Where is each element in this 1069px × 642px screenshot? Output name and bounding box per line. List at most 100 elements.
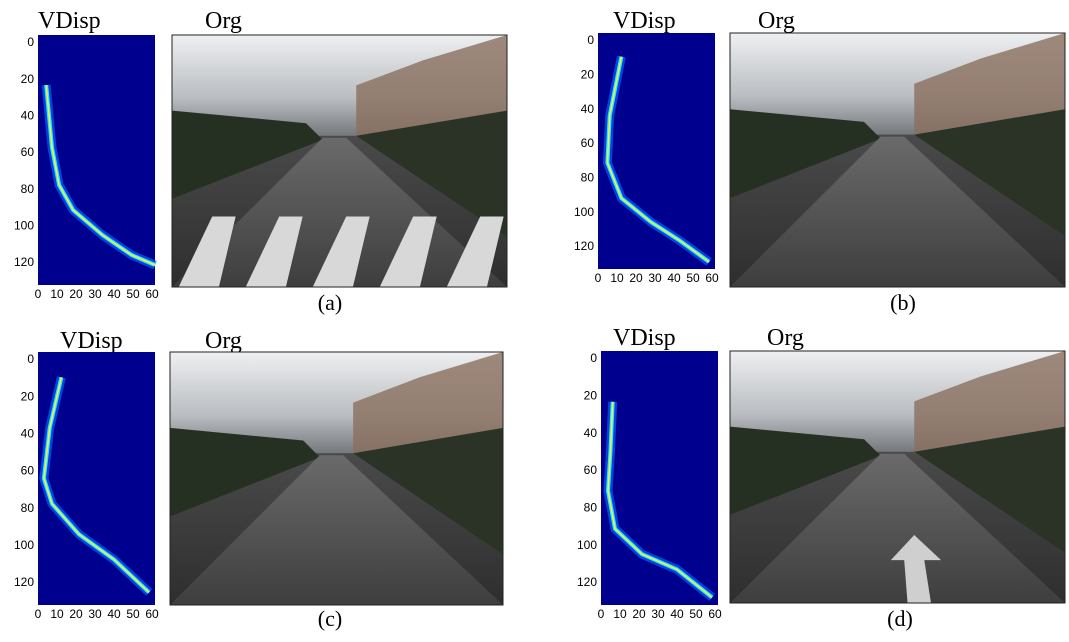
vdisparity-map [601, 351, 718, 605]
x-tick-label: 40 [107, 607, 121, 621]
x-tick-label: 30 [88, 287, 102, 301]
vegetation-left [172, 110, 323, 199]
x-tick-label: 10 [613, 607, 627, 621]
x-tick-label: 20 [629, 271, 643, 285]
y-tick-label: 100 [14, 219, 34, 233]
x-tick-label: 30 [651, 607, 665, 621]
vdisp-title: VDisp [613, 8, 676, 34]
y-tick-label: 80 [21, 182, 35, 196]
y-tick-label: 80 [21, 501, 35, 515]
x-tick-label: 40 [667, 271, 681, 285]
caption: (b) [890, 290, 916, 315]
y-tick-label: 40 [21, 109, 35, 123]
caption: (d) [887, 606, 913, 631]
x-tick-label: 50 [689, 607, 703, 621]
x-tick-label: 50 [126, 607, 140, 621]
y-tick-label: 80 [584, 501, 598, 515]
panel: VDisp Org (c) 0 10 20 30 40 50 60 0 20 40 60 80 100 120 [14, 328, 504, 631]
panel: VDisp Org (d) 0 10 20 30 40 50 60 0 20 40 60 80 100 120 [577, 325, 1066, 631]
y-tick-label: 40 [584, 426, 598, 440]
y-tick-label: 20 [21, 72, 35, 86]
vegetation-right [914, 426, 1065, 553]
x-tick-label: 60 [145, 287, 159, 301]
disparity-peak [606, 56, 710, 263]
disparity-peak [43, 377, 150, 593]
vegetation-right [356, 110, 507, 237]
x-tick-label: 20 [69, 287, 83, 301]
y-tick-label: 120 [14, 255, 34, 269]
x-tick-label: 0 [35, 287, 42, 301]
crosswalk-stripe [178, 216, 236, 287]
y-tick-label: 0 [27, 352, 34, 366]
x-tick-label: 20 [69, 607, 83, 621]
y-tick-label: 100 [14, 538, 34, 552]
road [170, 455, 503, 605]
panel: VDisp Org (a) 0 10 20 30 40 50 60 0 20 40 60 80 100 120 [14, 8, 508, 315]
x-tick-label: 10 [610, 271, 624, 285]
vegetation-right [914, 109, 1065, 237]
org-title: Org [205, 328, 242, 354]
photo-frame [169, 351, 504, 606]
photo-frame [729, 32, 1066, 288]
y-tick-label: 60 [21, 464, 35, 478]
buildings [353, 352, 503, 454]
y-tick-label: 120 [577, 575, 597, 589]
photo-frame [729, 350, 1066, 604]
panel: VDisp Org (b) 0 10 20 30 40 50 60 0 20 40 60 80 100 120 [574, 8, 1066, 315]
x-tick-label: 20 [632, 607, 646, 621]
x-tick-label: 0 [598, 607, 605, 621]
x-tick-label: 0 [595, 271, 602, 285]
x-tick-label: 10 [50, 287, 64, 301]
vegetation-left [170, 427, 320, 517]
road-arrow [890, 534, 942, 603]
y-tick-label: 60 [581, 136, 595, 150]
y-tick-label: 20 [581, 68, 595, 82]
org-title: Org [205, 8, 242, 34]
buildings [356, 35, 507, 136]
org-title: Org [758, 8, 795, 34]
road [730, 136, 1065, 287]
y-tick-label: 120 [574, 239, 594, 253]
x-tick-label: 0 [35, 607, 42, 621]
buildings [914, 33, 1065, 135]
x-tick-label: 10 [50, 607, 64, 621]
y-tick-label: 60 [584, 463, 598, 477]
vegetation-left [730, 426, 881, 515]
crosswalk-stripe [379, 216, 437, 287]
org-title: Org [767, 325, 804, 351]
x-tick-label: 50 [126, 287, 140, 301]
y-tick-label: 120 [14, 575, 34, 589]
y-tick-label: 40 [21, 427, 35, 441]
buildings [914, 351, 1065, 452]
y-tick-label: 20 [21, 389, 35, 403]
crosswalk-stripe [245, 216, 303, 287]
road [730, 453, 1065, 603]
vegetation-left [730, 109, 881, 199]
vdisp-title: VDisp [613, 325, 676, 351]
disparity-peak [45, 84, 156, 266]
caption: (c) [318, 606, 342, 631]
x-tick-label: 60 [145, 607, 159, 621]
x-tick-label: 60 [705, 271, 719, 285]
vegetation-right [353, 427, 503, 555]
y-tick-label: 60 [21, 145, 35, 159]
vdisp-title: VDisp [60, 328, 123, 354]
x-tick-label: 60 [708, 607, 722, 621]
x-tick-label: 30 [648, 271, 662, 285]
y-tick-label: 100 [577, 538, 597, 552]
crosswalk-stripe [312, 216, 370, 287]
y-tick-label: 0 [27, 35, 34, 49]
crosswalk-stripe [446, 216, 504, 287]
y-tick-label: 0 [590, 351, 597, 365]
caption: (a) [318, 290, 342, 315]
y-tick-label: 80 [581, 171, 595, 185]
disparity-peak [607, 401, 713, 598]
y-tick-label: 20 [584, 389, 598, 403]
x-tick-label: 40 [670, 607, 684, 621]
photo-frame [171, 34, 508, 288]
vdisp-title: VDisp [38, 8, 101, 34]
x-tick-label: 30 [88, 607, 102, 621]
y-tick-label: 100 [574, 205, 594, 219]
y-tick-label: 0 [587, 33, 594, 47]
